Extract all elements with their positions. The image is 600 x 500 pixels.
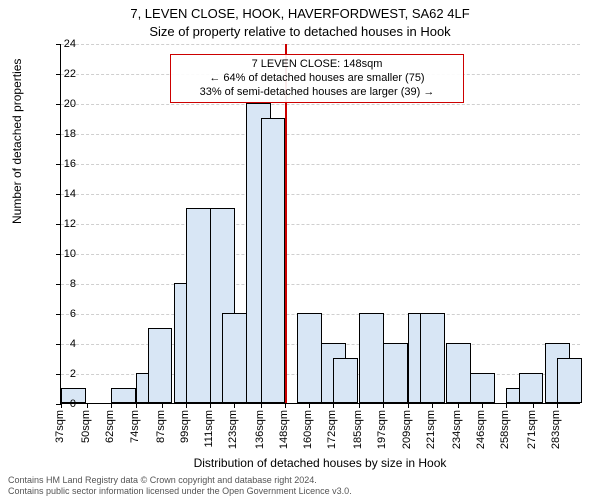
xtick-mark	[557, 403, 558, 408]
xtick-label: 99sqm	[179, 410, 191, 443]
gridline	[61, 134, 580, 135]
histogram-bar	[557, 358, 582, 403]
histogram-bar	[297, 313, 322, 403]
xtick-label: 283sqm	[550, 410, 562, 449]
xtick-mark	[210, 403, 211, 408]
ytick-label: 8	[36, 278, 76, 290]
histogram-bar	[420, 313, 445, 403]
xtick-label: 50sqm	[80, 410, 92, 443]
gridline	[61, 284, 580, 285]
gridline	[61, 194, 580, 195]
xtick-mark	[533, 403, 534, 408]
xtick-label: 148sqm	[278, 410, 290, 449]
xtick-label: 197sqm	[376, 410, 388, 449]
gridline	[61, 164, 580, 165]
xtick-label: 221sqm	[425, 410, 437, 449]
ytick-label: 14	[36, 188, 76, 200]
xtick-mark	[432, 403, 433, 408]
histogram-bar	[222, 313, 247, 403]
xtick-mark	[309, 403, 310, 408]
xtick-mark	[136, 403, 137, 408]
gridline	[61, 104, 580, 105]
xtick-mark	[482, 403, 483, 408]
ytick-label: 16	[36, 158, 76, 170]
xtick-label: 234sqm	[451, 410, 463, 449]
ytick-label: 12	[36, 218, 76, 230]
xtick-mark	[383, 403, 384, 408]
chart-title-line1: 7, LEVEN CLOSE, HOOK, HAVERFORDWEST, SA6…	[0, 6, 600, 21]
y-axis-label: Number of detached properties	[10, 59, 24, 224]
histogram-bar	[446, 343, 471, 403]
annotation-line2: ← 64% of detached houses are smaller (75…	[177, 72, 457, 86]
xtick-label: 172sqm	[326, 410, 338, 449]
histogram-bar	[383, 343, 408, 403]
xtick-label: 246sqm	[475, 410, 487, 449]
histogram-bar	[261, 118, 286, 403]
xtick-label: 87sqm	[155, 410, 167, 443]
ytick-label: 2	[36, 368, 76, 380]
xtick-label: 271sqm	[526, 410, 538, 449]
xtick-label: 74sqm	[129, 410, 141, 443]
histogram-bar	[111, 388, 136, 403]
xtick-label: 136sqm	[254, 410, 266, 449]
histogram-bar	[470, 373, 495, 403]
ytick-label: 18	[36, 128, 76, 140]
xtick-mark	[261, 403, 262, 408]
xtick-label: 62sqm	[104, 410, 116, 443]
chart-title-line2: Size of property relative to detached ho…	[0, 24, 600, 39]
footer-line2: Contains public sector information licen…	[8, 486, 592, 496]
ytick-label: 22	[36, 68, 76, 80]
annotation-line3: 33% of semi-detached houses are larger (…	[177, 86, 457, 100]
xtick-mark	[506, 403, 507, 408]
xtick-label: 258sqm	[499, 410, 511, 449]
xtick-mark	[359, 403, 360, 408]
footer-attribution: Contains HM Land Registry data © Crown c…	[8, 475, 592, 496]
footer-line1: Contains HM Land Registry data © Crown c…	[8, 475, 592, 485]
ytick-label: 0	[36, 398, 76, 410]
ytick-label: 6	[36, 308, 76, 320]
xtick-mark	[333, 403, 334, 408]
xtick-mark	[458, 403, 459, 408]
ytick-label: 24	[36, 38, 76, 50]
gridline	[61, 224, 580, 225]
xtick-label: 209sqm	[401, 410, 413, 449]
xtick-label: 123sqm	[227, 410, 239, 449]
ytick-label: 20	[36, 98, 76, 110]
x-axis-label: Distribution of detached houses by size …	[60, 456, 580, 470]
xtick-mark	[186, 403, 187, 408]
xtick-label: 37sqm	[54, 410, 66, 443]
ytick-label: 10	[36, 248, 76, 260]
histogram-bar	[148, 328, 173, 403]
annotation-box: 7 LEVEN CLOSE: 148sqm ← 64% of detached …	[170, 54, 464, 103]
gridline	[61, 254, 580, 255]
xtick-mark	[234, 403, 235, 408]
xtick-label: 160sqm	[302, 410, 314, 449]
xtick-label: 185sqm	[352, 410, 364, 449]
xtick-mark	[162, 403, 163, 408]
histogram-bar	[186, 208, 211, 403]
histogram-bar	[359, 313, 384, 403]
xtick-mark	[87, 403, 88, 408]
xtick-label: 111sqm	[203, 410, 215, 448]
histogram-bar	[333, 358, 358, 403]
xtick-mark	[285, 403, 286, 408]
ytick-label: 4	[36, 338, 76, 350]
xtick-mark	[111, 403, 112, 408]
gridline	[61, 44, 580, 45]
histogram-bar	[519, 373, 544, 403]
annotation-line1: 7 LEVEN CLOSE: 148sqm	[177, 58, 457, 72]
xtick-mark	[408, 403, 409, 408]
